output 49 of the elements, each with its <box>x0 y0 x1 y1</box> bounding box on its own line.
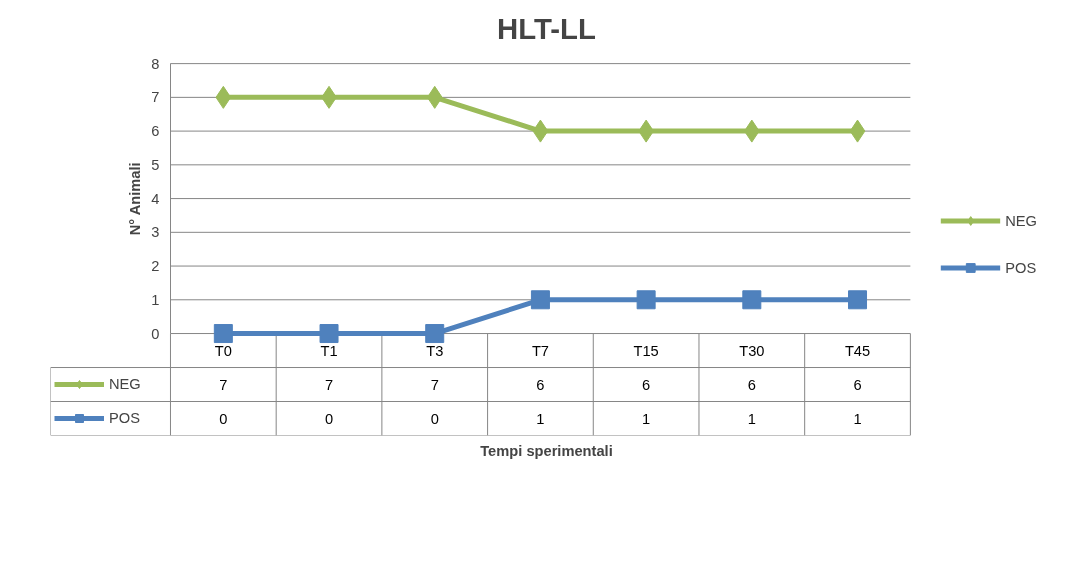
x-tick-label: T45 <box>844 342 871 359</box>
y-axis-title: N° Animali <box>127 162 144 236</box>
data-label: 7 <box>430 376 439 393</box>
text: Tempi sperimentali <box>480 442 613 459</box>
x-tick-label: T7 <box>531 342 549 359</box>
data-label: 1 <box>536 410 545 427</box>
data-label: 6 <box>853 376 862 393</box>
data-label: 7 <box>219 376 228 393</box>
x-tick-label: T30 <box>739 342 765 359</box>
data-label: 6 <box>642 376 651 393</box>
point <box>213 324 233 344</box>
point <box>636 290 656 310</box>
x-tick-label: T3 <box>426 342 444 359</box>
point <box>215 85 232 109</box>
legend-label: NEG <box>1005 212 1037 229</box>
x-tick-label: T1 <box>320 342 338 359</box>
y-tick-label: 3 <box>151 224 160 241</box>
y-tick-label: 4 <box>151 190 160 207</box>
y-tick-label: 1 <box>151 291 160 308</box>
point <box>530 290 550 310</box>
x-tick-label: T15 <box>633 342 659 359</box>
data-label: 0 <box>430 410 439 427</box>
point <box>743 119 760 143</box>
data-label: 7 <box>324 376 334 393</box>
point <box>319 324 339 344</box>
y-tick-label: 5 <box>151 156 160 173</box>
data-label: 0 <box>219 410 228 427</box>
data-label: 6 <box>747 376 756 393</box>
data-label: 1 <box>642 410 651 427</box>
text: POS <box>1005 259 1037 276</box>
y-tick-label: 6 <box>151 123 160 140</box>
point <box>849 119 866 143</box>
data-label: 6 <box>536 376 545 393</box>
data-label: 1 <box>747 410 756 427</box>
point <box>425 324 445 344</box>
y-tick-label: 7 <box>151 89 160 106</box>
data-label: 1 <box>853 410 862 427</box>
chart-title: HLT-LL <box>497 11 596 45</box>
legend-label: POS <box>109 409 140 428</box>
point <box>742 290 762 310</box>
text: NEG <box>109 376 141 392</box>
data-label: 0 <box>324 410 334 427</box>
y-tick-label: 0 <box>151 325 160 342</box>
point <box>532 119 549 143</box>
y-tick-label: 8 <box>151 55 160 72</box>
point <box>848 290 868 310</box>
point <box>426 85 443 109</box>
y-tick-label: 2 <box>151 258 160 275</box>
x-tick-label: T0 <box>214 342 232 359</box>
